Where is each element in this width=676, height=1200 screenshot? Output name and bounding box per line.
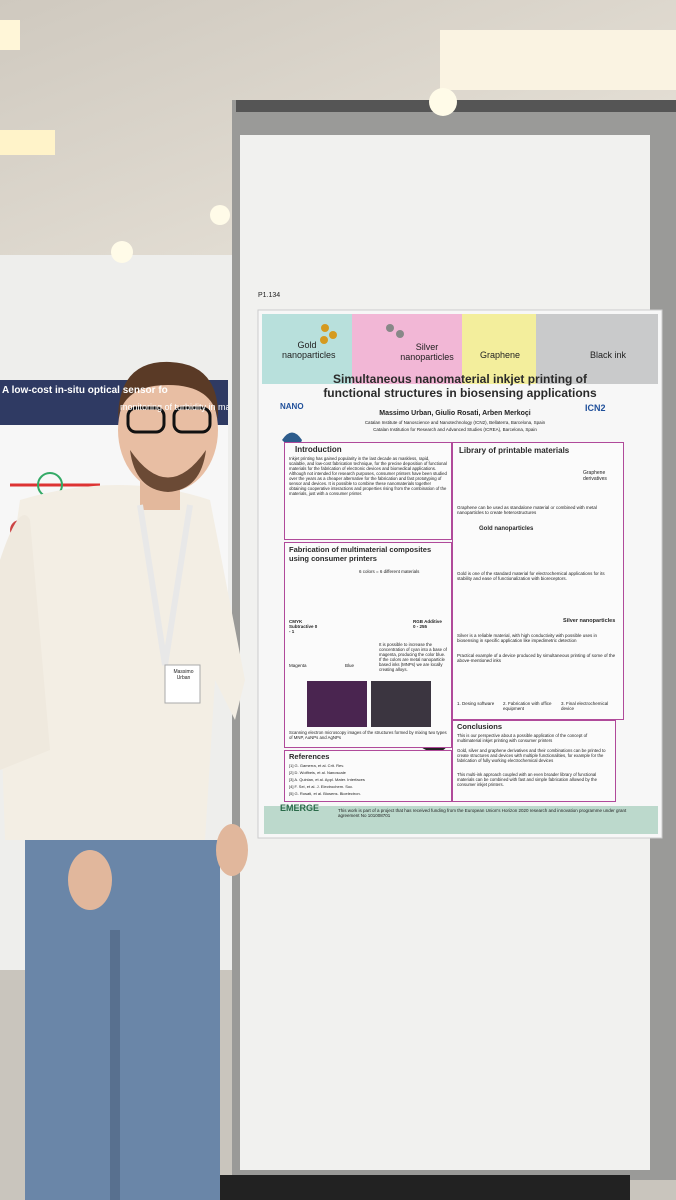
- spotlight: [429, 88, 457, 116]
- reference: [1] G. Gamerra, et al. Crit. Rev.: [289, 763, 345, 768]
- fabrication-label: Magenta: [289, 663, 307, 668]
- hair: [118, 361, 219, 420]
- board-base: [215, 1175, 630, 1200]
- library-item: Gold nanoparticles: [479, 526, 534, 532]
- library-note: Silver is a reliable material, with high…: [457, 633, 598, 644]
- library-item: Graphene derivatives: [583, 470, 607, 482]
- step-label: 1. Desing software: [457, 701, 495, 706]
- fabrication-label: 6 colors = 6 different materials: [359, 569, 420, 574]
- reference: [4] F. Sei, et al. J. Electrochem. Soc.: [289, 784, 354, 789]
- step-label: 3. Final electrochemical device: [561, 701, 609, 712]
- spotlight: [111, 241, 133, 263]
- fabrication-label: CMYK Subtractive 0 - 1: [289, 619, 318, 635]
- affiliation: Catalan Institute of Nanoscience and Nan…: [364, 420, 546, 425]
- conclusion: Gold, silver and graphene derivatives an…: [457, 748, 606, 763]
- badge: [164, 664, 201, 704]
- sem-image: [307, 681, 367, 727]
- sem-image: [371, 681, 431, 727]
- reference: [5] G. Rosati, et al. Biosens. Bioelectr…: [289, 791, 361, 796]
- section-heading: References: [289, 752, 330, 761]
- sleeve: [0, 515, 50, 770]
- conclusions-box: Conclusions This is our perspective abou…: [452, 720, 616, 802]
- fabrication-label: RGB Additive 0 - 255: [413, 619, 442, 630]
- header-band: [462, 314, 536, 384]
- footer-text: This work is part of a project that has …: [338, 808, 627, 819]
- conclusion: This multi-ink approach coupled with an …: [457, 772, 597, 787]
- header-band: [262, 314, 352, 384]
- poster-title: Simultaneous nanomaterial inkjet printin…: [323, 372, 597, 400]
- ceiling-light: [0, 20, 20, 50]
- footer-band: [264, 806, 658, 834]
- section-heading: Conclusions: [457, 722, 503, 731]
- library-note: Gold is one of the standard material for…: [457, 571, 605, 582]
- gold-dot: [320, 336, 328, 344]
- logo: ICN2: [585, 403, 606, 413]
- jeans: [25, 840, 220, 1200]
- material-label: Graphene: [479, 350, 521, 360]
- introduction-box: Introduction Inkjet printing has gained …: [284, 442, 452, 540]
- affiliation: Catalan Institution for Research and Adv…: [373, 427, 537, 432]
- conclusion: This is our perspective about a possible…: [457, 733, 588, 743]
- face: [118, 368, 218, 492]
- left-poster-subtitle: monitoring of turbidity in ma: [120, 402, 228, 412]
- material-label: Gold nanoparticles: [282, 340, 336, 361]
- board-label: P1.134: [258, 292, 281, 299]
- section-heading: Fabrication of multimaterial composites …: [289, 545, 432, 563]
- glasses: [126, 406, 166, 434]
- library-item: Silver nanoparticles: [563, 618, 616, 624]
- silver-dot: [396, 330, 404, 338]
- jeans-seam: [110, 930, 120, 1200]
- gold-dot: [329, 331, 337, 339]
- fabrication-box: Fabrication of multimaterial composites …: [284, 542, 452, 748]
- reference: [3] A. Quinlan, et al. Appl. Mater. Inte…: [289, 777, 365, 782]
- badge-name: Massimo Urban: [173, 669, 194, 681]
- section-text: Inkjet printing has gained popularity in…: [289, 456, 447, 496]
- gold-dot: [321, 324, 329, 332]
- spotlight: [210, 205, 230, 225]
- fabrication-text: It is possible to increase the concentra…: [379, 642, 447, 672]
- shirt: [0, 485, 245, 840]
- hand: [68, 850, 112, 910]
- references-box: References [1] G. Gamerra, et al. Crit. …: [284, 750, 452, 802]
- ceiling-light: [440, 30, 676, 90]
- step-label: 2. Fabrication with office equipment: [503, 701, 552, 712]
- silver-dot: [386, 324, 394, 332]
- hand: [216, 824, 248, 876]
- ceiling-light: [0, 130, 55, 155]
- section-heading: Introduction: [295, 445, 342, 454]
- footer-logo: EMERGE: [280, 803, 320, 813]
- section-heading: Library of printable materials: [459, 446, 570, 455]
- header-band: [352, 314, 462, 384]
- header-band: [536, 314, 658, 384]
- authors: Massimo Urban, Giulio Rosati, Arben Merk…: [379, 410, 531, 417]
- library-note: Practical example of a device produced b…: [457, 653, 616, 664]
- material-label: Silver nanoparticles: [400, 342, 454, 363]
- library-box: Library of printable materials Graphene …: [452, 442, 624, 720]
- reference: [2] D. Wolfbeis, et al. Nanoscale: [289, 770, 346, 775]
- glasses: [172, 406, 212, 434]
- left-poster-title: A low-cost in-situ optical sensor fo: [2, 385, 168, 396]
- logo: NANO: [280, 402, 304, 411]
- library-note: Graphene can be used as standalone mater…: [457, 505, 597, 516]
- material-label: Black ink: [589, 350, 626, 360]
- beard: [130, 450, 206, 492]
- fabrication-label: Blue: [345, 663, 355, 668]
- fabrication-caption: Scanning electron microscopy images of t…: [289, 730, 447, 740]
